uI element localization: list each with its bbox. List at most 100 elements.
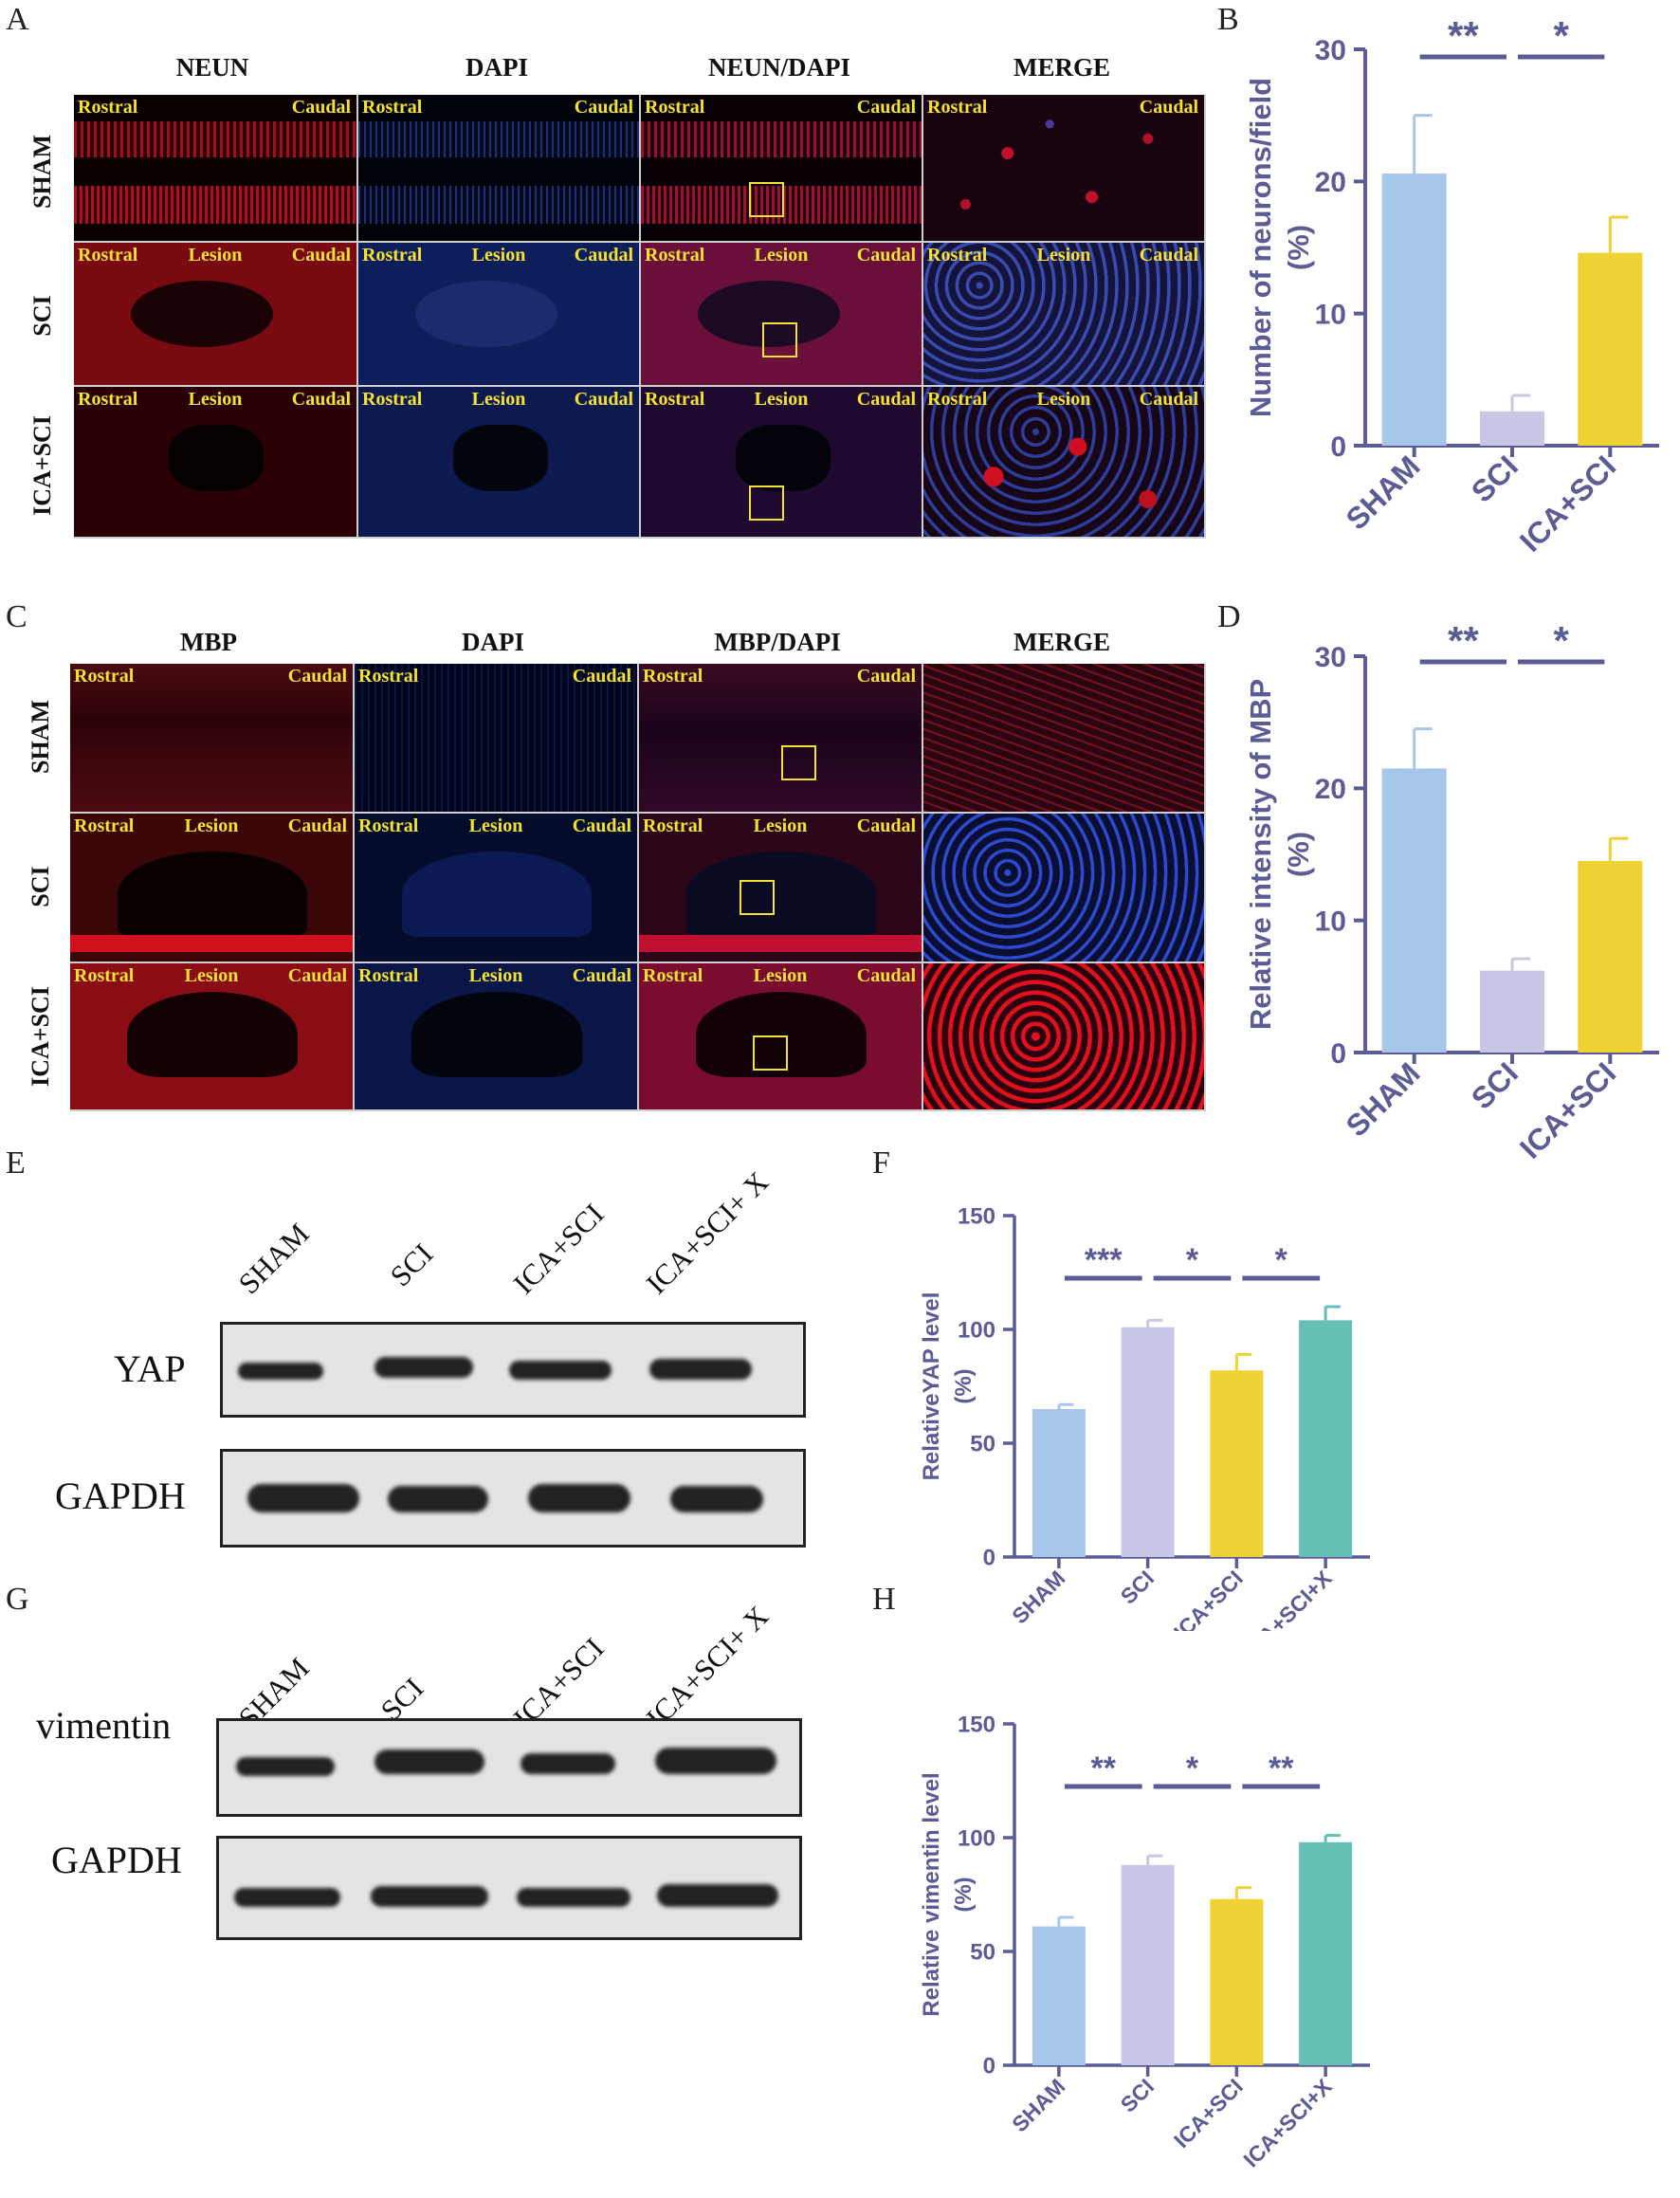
- tile-label-caudal: Caudal: [291, 97, 351, 118]
- panel-letter-e: E: [6, 1145, 26, 1181]
- bar: [1578, 860, 1643, 1053]
- column-header-merge: MERGE: [1013, 628, 1110, 656]
- x-tick-label: ICA+SCI: [1513, 449, 1622, 558]
- tile-label-lesion: Lesion: [471, 245, 526, 266]
- tile-label-caudal: Caudal: [1139, 97, 1198, 118]
- micrograph-tile: Rostral Lesion Caudal: [923, 243, 1206, 387]
- blot-band: [528, 1484, 630, 1512]
- blot-band: [670, 1486, 763, 1512]
- blot-band: [517, 1888, 630, 1907]
- panel-letter-c: C: [6, 599, 27, 634]
- significance-label: *: [1186, 1750, 1199, 1786]
- y-tick-label: 100: [958, 1318, 995, 1344]
- panel-letter-b: B: [1217, 2, 1239, 37]
- y-tick-label: 20: [1315, 167, 1346, 198]
- region-of-interest-box: [740, 880, 775, 915]
- tile-label-caudal: Caudal: [856, 815, 916, 836]
- tile-label-rostral: Rostral: [643, 815, 703, 836]
- lane-label-ica-sci-x: ICA+SCI+ X: [639, 1599, 776, 1735]
- tile-label-rostral: Rostral: [927, 389, 988, 410]
- tile-label-rostral: Rostral: [78, 97, 138, 118]
- micrograph-tile: Rostral Lesion Caudal: [70, 814, 355, 963]
- tile-label-rostral: Rostral: [74, 965, 135, 986]
- protein-label-gapdh: GAPDH: [55, 1474, 186, 1517]
- micrograph-tile: Rostral Lesion Caudal: [639, 963, 923, 1111]
- row-header-sci: SCI: [27, 866, 54, 907]
- x-tick-label: ICA+SCI+X: [1238, 2074, 1337, 2172]
- tile-label-rostral: Rostral: [362, 97, 423, 118]
- micrograph-tile: Rostral Lesion Caudal: [355, 814, 639, 963]
- tile-label-lesion: Lesion: [754, 389, 809, 410]
- panel-letter-h: H: [872, 1582, 896, 1617]
- region-of-interest-box: [753, 1035, 788, 1071]
- tile-label-lesion: Lesion: [184, 815, 239, 836]
- tile-label-lesion: Lesion: [1036, 389, 1091, 410]
- micrograph-tile: Rostral Lesion Caudal: [639, 814, 923, 963]
- tile-label-lesion: Lesion: [753, 815, 808, 836]
- tile-label-rostral: Rostral: [643, 666, 703, 687]
- protein-label-gapdh: GAPDH: [51, 1839, 182, 1881]
- protein-label-yap: YAP: [114, 1347, 186, 1390]
- blot-band: [374, 1749, 484, 1774]
- micrograph-tile: Rostral Caudal: [923, 95, 1206, 243]
- bar: [1480, 411, 1544, 446]
- tile-label-rostral: Rostral: [74, 815, 135, 836]
- significance-label: **: [1091, 1750, 1117, 1786]
- y-tick-label: 0: [1330, 1038, 1346, 1070]
- lane-label-ica-sci: ICA+SCI: [506, 1197, 611, 1301]
- x-tick-label: SCI: [1465, 1055, 1525, 1115]
- tile-label-caudal: Caudal: [287, 666, 347, 687]
- y-tick-label: 10: [1315, 906, 1346, 937]
- bar: [1032, 1926, 1086, 2065]
- significance-label: **: [1448, 618, 1479, 663]
- tile-label-caudal: Caudal: [287, 965, 347, 986]
- tile-label-caudal: Caudal: [574, 245, 633, 266]
- micrograph-tile: Rostral Lesion Caudal: [355, 963, 639, 1111]
- column-header-mbp: MBP: [180, 628, 237, 656]
- bar: [1578, 252, 1643, 446]
- tile-label-caudal: Caudal: [856, 97, 916, 118]
- y-axis-title: Number of neurons/field: [1244, 78, 1277, 417]
- tile-label-rostral: Rostral: [927, 97, 988, 118]
- tile-label-rostral: Rostral: [74, 666, 135, 687]
- micrograph-tile: [923, 664, 1206, 814]
- blot-band: [388, 1486, 488, 1512]
- significance-label: ***: [1085, 1242, 1123, 1278]
- tile-label-caudal: Caudal: [856, 666, 916, 687]
- blot-band: [520, 1753, 615, 1774]
- bar: [1210, 1898, 1264, 2065]
- y-tick-label: 0: [983, 2054, 995, 2079]
- significance-label: *: [1275, 1242, 1288, 1278]
- significance-label: **: [1269, 1750, 1294, 1786]
- significance-label: *: [1186, 1242, 1199, 1278]
- bar: [1480, 970, 1544, 1053]
- micrograph-tile: Rostral Lesion Caudal: [74, 243, 358, 387]
- y-axis-title: Relative vimentin level: [919, 1772, 944, 2016]
- y-tick-label: 50: [970, 1940, 995, 1966]
- bar: [1299, 1841, 1353, 2065]
- region-of-interest-box: [749, 182, 784, 217]
- x-tick-label: SCI: [1116, 2074, 1159, 2116]
- row-header-sham: SHAM: [28, 135, 56, 209]
- significance-label: *: [1553, 13, 1569, 58]
- y-tick-label: 50: [970, 1432, 995, 1457]
- y-axis-unit: (%): [1282, 832, 1315, 877]
- significance-label: *: [1553, 618, 1569, 663]
- micrograph-tile: Rostral Caudal: [639, 664, 923, 814]
- bar: [1381, 173, 1447, 446]
- blot-membrane-gapdh: [220, 1449, 806, 1548]
- y-axis-title: Relative intensity of MBP: [1244, 679, 1277, 1030]
- panel-letter-f: F: [872, 1145, 890, 1181]
- blot-band: [509, 1361, 612, 1380]
- protein-label-vimentin: vimentin: [36, 1704, 172, 1747]
- bar: [1299, 1320, 1353, 1557]
- micrograph-tile: Rostral Caudal: [70, 664, 355, 814]
- region-of-interest-box: [749, 485, 784, 521]
- tile-label-caudal: Caudal: [572, 965, 631, 986]
- micrograph-tile: Rostral Lesion Caudal: [358, 243, 641, 387]
- tile-label-lesion: Lesion: [471, 389, 526, 410]
- lane-label-ica-sci-x: ICA+SCI+ X: [639, 1164, 776, 1301]
- tile-label-caudal: Caudal: [574, 97, 633, 118]
- column-header-merge: MERGE: [1013, 53, 1110, 82]
